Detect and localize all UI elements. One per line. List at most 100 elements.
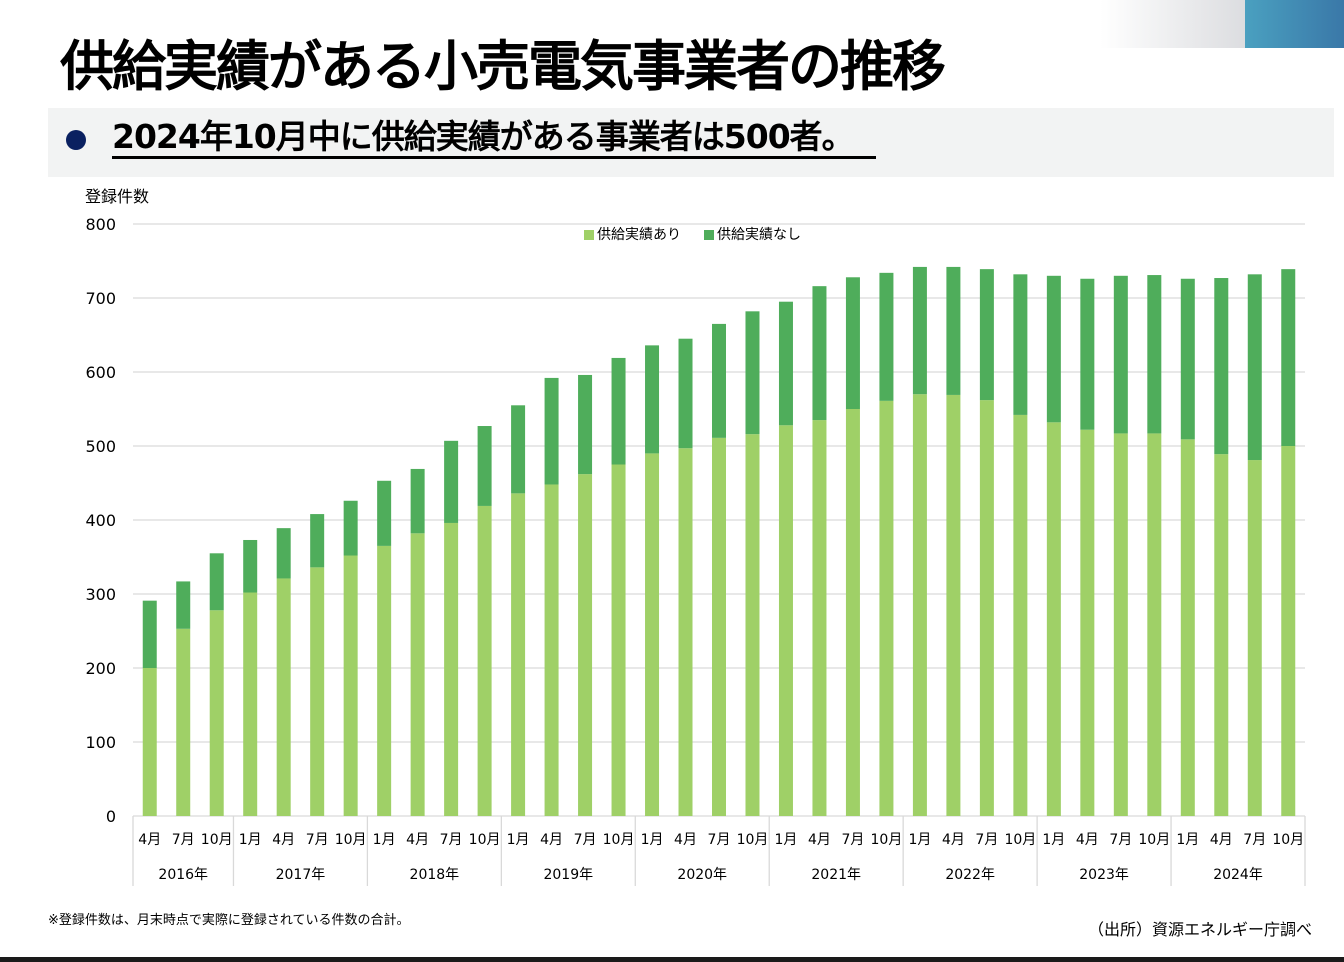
bar-without-supply bbox=[444, 440, 459, 523]
y-axis-label: 登録件数 bbox=[85, 187, 149, 206]
x-tick-label: 7月 bbox=[172, 832, 195, 848]
bar-with-supply bbox=[678, 448, 693, 816]
x-tick-label: 7月 bbox=[975, 832, 998, 848]
highlight-text: 2024年10月中に供給実績がある事業者は500者。 bbox=[112, 118, 876, 159]
page-title: 供給実績がある小売電気事業者の推移 bbox=[60, 35, 946, 98]
bar-without-supply bbox=[1147, 275, 1162, 434]
bar-without-supply bbox=[678, 338, 693, 449]
y-tick-label: 400 bbox=[85, 511, 116, 530]
bar-with-supply bbox=[645, 453, 660, 816]
x-tick-label: 1月 bbox=[373, 832, 396, 848]
bar-without-supply bbox=[377, 480, 392, 546]
x-tick-label: 1月 bbox=[239, 832, 262, 848]
x-tick-label: 7月 bbox=[1109, 832, 1132, 848]
y-tick-label: 600 bbox=[85, 363, 116, 382]
x-tick-label: 10月 bbox=[603, 832, 635, 848]
y-tick-label: 700 bbox=[85, 289, 116, 308]
bar-without-supply bbox=[645, 345, 660, 454]
bar-without-supply bbox=[979, 269, 994, 401]
bar-with-supply bbox=[578, 474, 593, 816]
legend-swatch-with-supply bbox=[584, 230, 594, 240]
bar-with-supply bbox=[912, 394, 927, 816]
bar-with-supply bbox=[142, 668, 157, 816]
x-tick-label: 4月 bbox=[942, 832, 965, 848]
header-accent bbox=[1245, 0, 1344, 48]
year-label: 2021年 bbox=[811, 867, 861, 883]
bar-without-supply bbox=[1247, 274, 1262, 461]
x-tick-label: 7月 bbox=[1243, 832, 1266, 848]
bar-with-supply bbox=[343, 555, 358, 816]
bar-with-supply bbox=[477, 505, 492, 816]
bar-with-supply bbox=[1046, 422, 1061, 816]
x-tick-label: 7月 bbox=[574, 832, 597, 848]
bar-without-supply bbox=[176, 581, 191, 629]
y-tick-label: 500 bbox=[85, 437, 116, 456]
x-tick-label: 1月 bbox=[507, 832, 530, 848]
year-label: 2020年 bbox=[677, 867, 727, 883]
x-tick-label: 4月 bbox=[406, 832, 429, 848]
bar-with-supply bbox=[511, 493, 526, 816]
x-tick-label: 4月 bbox=[1076, 832, 1099, 848]
source-note: （出所）資源エネルギー庁調べ bbox=[1087, 920, 1312, 939]
x-tick-label: 1月 bbox=[1176, 832, 1199, 848]
bar-with-supply bbox=[1147, 433, 1162, 816]
bar-without-supply bbox=[845, 277, 860, 409]
bar-without-supply bbox=[1080, 278, 1095, 430]
bar-with-supply bbox=[778, 425, 793, 816]
x-tick-label: 4月 bbox=[808, 832, 831, 848]
legend-label-with-supply: 供給実績あり bbox=[597, 227, 681, 243]
x-tick-label: 1月 bbox=[775, 832, 798, 848]
x-tick-label: 4月 bbox=[1210, 832, 1233, 848]
bar-without-supply bbox=[410, 468, 425, 534]
bar-with-supply bbox=[544, 484, 559, 816]
highlight-banner bbox=[48, 108, 1334, 177]
bar-with-supply bbox=[845, 409, 860, 816]
x-tick-label: 4月 bbox=[138, 832, 161, 848]
bar-with-supply bbox=[444, 522, 459, 816]
bar-with-supply bbox=[812, 420, 827, 816]
year-label: 2018年 bbox=[410, 867, 460, 883]
bar-without-supply bbox=[142, 600, 157, 668]
legend-label-without-supply: 供給実績なし bbox=[717, 227, 801, 243]
bar-with-supply bbox=[1080, 429, 1095, 816]
x-tick-label: 7月 bbox=[708, 832, 731, 848]
x-tick-label: 10月 bbox=[1272, 832, 1304, 848]
x-tick-label: 7月 bbox=[841, 832, 864, 848]
x-tick-label: 10月 bbox=[335, 832, 367, 848]
bar-with-supply bbox=[1281, 446, 1296, 816]
bar-without-supply bbox=[310, 514, 325, 568]
year-label: 2016年 bbox=[158, 867, 208, 883]
bar-without-supply bbox=[578, 374, 593, 475]
bar-with-supply bbox=[745, 434, 760, 816]
bar-without-supply bbox=[879, 272, 894, 401]
x-tick-label: 4月 bbox=[540, 832, 563, 848]
bar-with-supply bbox=[1247, 460, 1262, 816]
year-label: 2024年 bbox=[1213, 867, 1263, 883]
bar-without-supply bbox=[611, 357, 626, 465]
bar-without-supply bbox=[1214, 278, 1229, 455]
bar-with-supply bbox=[611, 464, 626, 816]
x-tick-label: 7月 bbox=[440, 832, 463, 848]
x-tick-label: 10月 bbox=[1004, 832, 1036, 848]
x-tick-label: 10月 bbox=[871, 832, 903, 848]
x-tick-label: 10月 bbox=[201, 832, 233, 848]
bar-with-supply bbox=[712, 437, 726, 816]
x-tick-label: 10月 bbox=[737, 832, 769, 848]
y-tick-label: 800 bbox=[85, 215, 116, 234]
bar-without-supply bbox=[1113, 275, 1128, 434]
bar-with-supply bbox=[1214, 454, 1229, 816]
x-tick-label: 4月 bbox=[272, 832, 295, 848]
legend: 供給実績あり 供給実績なし bbox=[584, 227, 801, 243]
bar-without-supply bbox=[946, 266, 961, 395]
bar-with-supply bbox=[176, 628, 191, 816]
bar-without-supply bbox=[712, 323, 726, 438]
bar-with-supply bbox=[410, 533, 425, 816]
bar-without-supply bbox=[544, 377, 559, 485]
y-tick-label: 0 bbox=[106, 807, 116, 826]
year-label: 2022年 bbox=[945, 867, 995, 883]
y-tick-label: 100 bbox=[85, 733, 116, 752]
bar-with-supply bbox=[243, 592, 258, 816]
bottom-bar bbox=[0, 957, 1344, 962]
bar-without-supply bbox=[1281, 269, 1296, 446]
